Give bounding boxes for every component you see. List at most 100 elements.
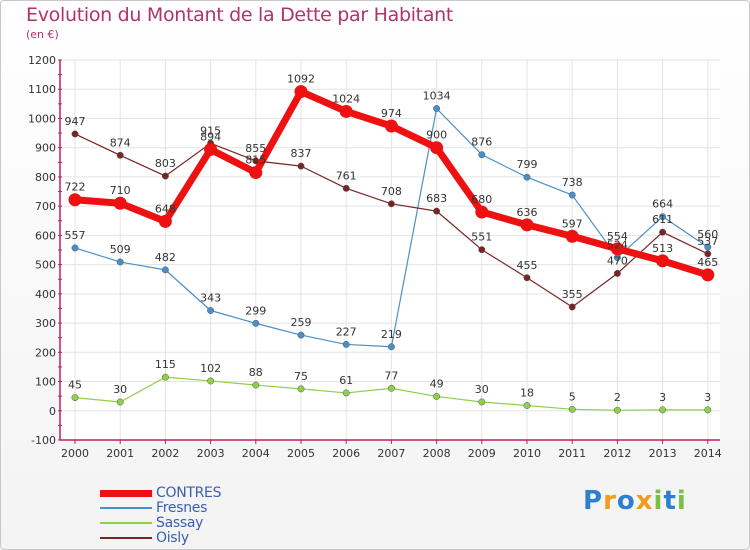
x-tick-label: 2012 bbox=[603, 447, 631, 460]
legend-item-oisly: Oisly bbox=[100, 530, 189, 546]
data-label-sassay: 3 bbox=[659, 391, 666, 404]
data-point-fresnes bbox=[523, 173, 531, 181]
data-label-fresnes: 509 bbox=[110, 243, 131, 256]
data-label-sassay: 2 bbox=[614, 391, 621, 404]
legend-item-fresnes: Fresnes bbox=[100, 500, 207, 516]
data-point-oisly bbox=[478, 246, 486, 254]
data-point-sassay bbox=[387, 384, 395, 392]
data-point-oisly bbox=[297, 162, 305, 170]
y-tick-label: 200 bbox=[35, 346, 56, 359]
data-label-contres: 815 bbox=[245, 154, 266, 167]
data-label-sassay: 30 bbox=[475, 383, 489, 396]
data-point-fresnes bbox=[704, 243, 712, 251]
data-point-contres bbox=[294, 85, 308, 99]
data-label-fresnes: 524 bbox=[607, 239, 628, 252]
data-label-contres: 900 bbox=[426, 129, 447, 142]
x-tick-label: 2004 bbox=[242, 447, 270, 460]
data-point-oisly bbox=[704, 250, 712, 258]
data-label-fresnes: 299 bbox=[245, 304, 266, 317]
data-point-oisly bbox=[433, 207, 441, 215]
data-label-oisly: 551 bbox=[471, 231, 492, 244]
chart-unit: (en €) bbox=[26, 28, 59, 41]
data-label-sassay: 88 bbox=[249, 366, 263, 379]
data-label-contres: 465 bbox=[697, 256, 718, 269]
legend-label: Oisly bbox=[156, 530, 189, 546]
data-label-fresnes: 259 bbox=[291, 316, 312, 329]
data-point-contres bbox=[158, 214, 172, 228]
y-tick-label: 0 bbox=[49, 405, 56, 418]
chart-title: Evolution du Montant de la Dette par Hab… bbox=[26, 4, 454, 26]
data-point-sassay bbox=[613, 406, 621, 414]
data-point-fresnes bbox=[342, 340, 350, 348]
logo-letter: P bbox=[583, 486, 604, 516]
y-tick-label: 1000 bbox=[28, 112, 56, 125]
x-tick-label: 2008 bbox=[423, 447, 451, 460]
data-label-contres: 710 bbox=[110, 184, 131, 197]
data-label-sassay: 45 bbox=[68, 379, 82, 392]
data-point-fresnes bbox=[568, 191, 576, 199]
y-tick-label: 1100 bbox=[28, 83, 56, 96]
legend-label: Sassay bbox=[156, 515, 204, 531]
data-point-sassay bbox=[704, 406, 712, 414]
y-tick-label: 600 bbox=[35, 229, 56, 242]
data-label-sassay: 49 bbox=[430, 377, 444, 390]
legend-label: CONTRES bbox=[156, 485, 222, 501]
data-point-sassay bbox=[342, 389, 350, 397]
legend-swatch bbox=[100, 537, 152, 539]
data-label-contres: 680 bbox=[471, 193, 492, 206]
data-point-fresnes bbox=[387, 343, 395, 351]
data-point-sassay bbox=[71, 394, 79, 402]
data-point-fresnes bbox=[433, 105, 441, 112]
x-tick-label: 2006 bbox=[332, 447, 360, 460]
legend-swatch bbox=[100, 522, 152, 524]
y-tick-label: 1200 bbox=[28, 54, 56, 67]
data-point-contres bbox=[701, 268, 715, 282]
data-point-oisly bbox=[568, 303, 576, 311]
data-point-sassay bbox=[433, 392, 441, 400]
data-point-fresnes bbox=[478, 151, 486, 159]
y-tick-label: 400 bbox=[35, 288, 56, 301]
y-tick-label: -100 bbox=[31, 434, 56, 447]
x-tick-label: 2013 bbox=[649, 447, 677, 460]
x-tick-label: 2009 bbox=[468, 447, 496, 460]
data-label-oisly: 455 bbox=[517, 259, 538, 272]
data-label-contres: 597 bbox=[562, 217, 583, 230]
data-label-oisly: 874 bbox=[110, 136, 131, 149]
data-label-sassay: 3 bbox=[704, 391, 711, 404]
data-point-sassay bbox=[478, 398, 486, 406]
legend-swatch bbox=[100, 489, 152, 497]
logo-letter: o bbox=[616, 486, 636, 516]
data-label-oisly: 683 bbox=[426, 192, 447, 205]
data-label-contres: 1092 bbox=[287, 73, 315, 86]
data-point-contres bbox=[249, 166, 263, 180]
data-point-fresnes bbox=[207, 307, 215, 314]
y-tick-label: 500 bbox=[35, 259, 56, 272]
logo-letter: x bbox=[635, 486, 654, 516]
logo-letter: t bbox=[663, 486, 677, 516]
proxiti-logo: Proxiti bbox=[583, 486, 687, 516]
data-label-sassay: 61 bbox=[339, 374, 353, 387]
data-label-sassay: 5 bbox=[569, 390, 576, 403]
data-point-contres bbox=[520, 218, 534, 232]
y-tick-label: 800 bbox=[35, 171, 56, 184]
data-point-fresnes bbox=[252, 319, 260, 327]
data-label-fresnes: 557 bbox=[65, 229, 86, 242]
logo-letter: i bbox=[676, 486, 687, 516]
data-point-contres bbox=[68, 193, 82, 207]
x-tick-label: 2003 bbox=[197, 447, 225, 460]
data-label-contres: 636 bbox=[517, 206, 538, 219]
data-point-sassay bbox=[161, 373, 169, 381]
data-label-contres: 722 bbox=[65, 181, 86, 194]
data-label-contres: 894 bbox=[200, 130, 221, 143]
data-point-contres bbox=[204, 142, 218, 156]
data-point-sassay bbox=[207, 377, 215, 385]
data-point-fresnes bbox=[116, 258, 124, 266]
data-point-fresnes bbox=[659, 213, 667, 221]
data-label-oisly: 855 bbox=[245, 142, 266, 155]
data-point-oisly bbox=[387, 200, 395, 208]
data-point-oisly bbox=[71, 130, 79, 138]
data-label-contres: 648 bbox=[155, 202, 176, 215]
legend-label: Fresnes bbox=[156, 500, 208, 516]
y-tick-label: 100 bbox=[35, 376, 56, 389]
